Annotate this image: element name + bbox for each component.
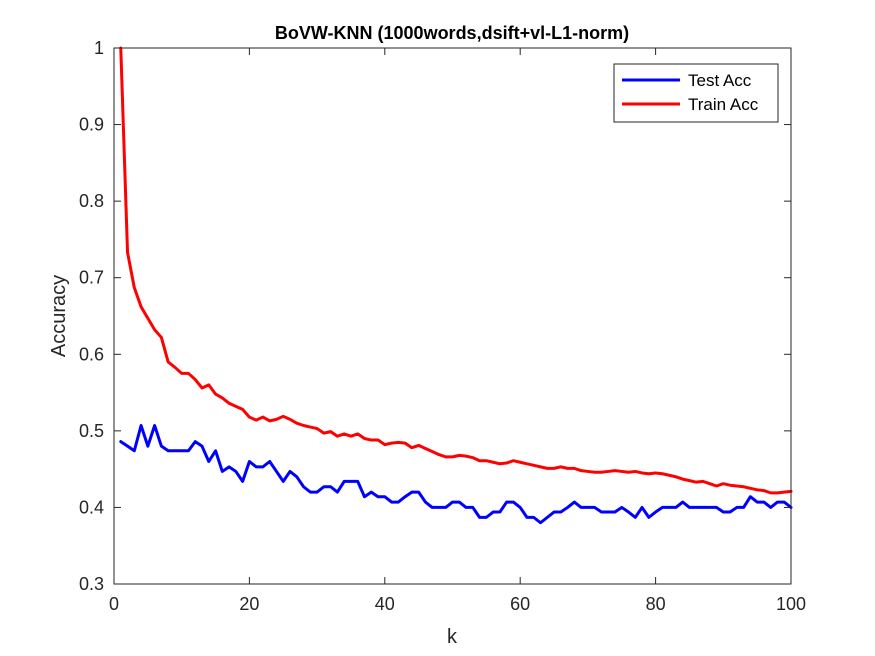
legend-label-1: Test Acc	[688, 71, 752, 90]
y-tick-label: 0.4	[79, 497, 104, 517]
plot-area	[114, 48, 791, 584]
y-tick-label: 0.3	[79, 574, 104, 594]
x-tick-label: 80	[646, 594, 666, 614]
y-tick-label: 1	[94, 38, 104, 58]
legend: Test Acc Train Acc	[613, 63, 779, 123]
legend-box	[613, 63, 779, 123]
x-tick-label: 20	[239, 594, 259, 614]
y-tick-label: 0.5	[79, 421, 104, 441]
x-tick-label: 100	[776, 594, 806, 614]
series-layer	[119, 46, 793, 525]
y-tick-label: 0.6	[79, 344, 104, 364]
x-axis-label: k	[447, 626, 458, 648]
x-tick-label: 60	[510, 594, 530, 614]
x-tick-label: 40	[375, 594, 395, 614]
ticks-layer: 0 20 40 60 80 100 0.3 0.4 0.5 0.6 0.7 0.8 0.9 1	[79, 38, 806, 614]
plot-frame	[113, 47, 792, 585]
x-tick-label: 0	[109, 594, 119, 614]
legend-label-2: Train Acc	[688, 95, 759, 114]
y-tick-label: 0.8	[79, 191, 104, 211]
chart-title: BoVW-KNN (1000words,dsift+vl-L1-norm)	[275, 23, 629, 43]
y-tick-label: 0.9	[79, 115, 104, 135]
y-axis-label: Accuracy	[48, 275, 70, 357]
series-line-1	[119, 424, 793, 525]
y-tick-label: 0.7	[79, 268, 104, 288]
series-line-2	[119, 46, 793, 495]
